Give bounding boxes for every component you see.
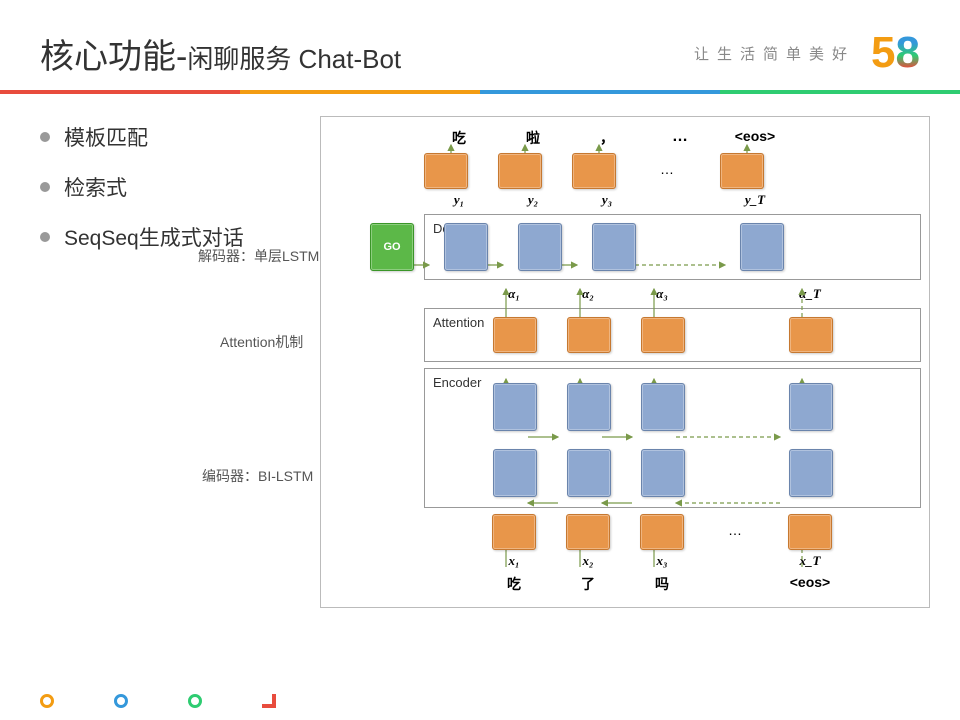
bullet-dot-icon <box>40 182 50 192</box>
encoder-side-label: 编码器：BI-LSTM <box>202 466 313 486</box>
circle-icon <box>40 694 54 708</box>
bullet-list: 模板匹配 检索式 SeqSeq生成式对话 <box>40 116 320 608</box>
x-label: x₂ <box>566 553 610 569</box>
input-token: 吃 <box>492 574 536 594</box>
y-label: y₁ <box>437 192 481 208</box>
decoder-cell <box>592 223 636 271</box>
alpha-label: α₃ <box>640 286 684 302</box>
x-node <box>492 514 536 550</box>
encoder-title: Encoder <box>433 375 481 390</box>
input-tokens-row: 吃 了 吗 <eos> <box>329 574 921 594</box>
circle-icon <box>114 694 128 708</box>
x-node <box>788 514 832 550</box>
encoder-cell <box>567 383 611 431</box>
alpha-label: α₂ <box>566 286 610 302</box>
y-node <box>424 153 468 189</box>
decoder-cell <box>740 223 784 271</box>
encoder-cell <box>641 449 685 497</box>
encoder-cell <box>493 383 537 431</box>
encoder-cell <box>641 383 685 431</box>
attention-title: Attention <box>433 315 484 330</box>
decoder-box: Decoder GO <box>424 214 921 280</box>
encoder-cell <box>567 449 611 497</box>
title: 核心功能-闲聊服务 Chat-Bot <box>40 29 401 78</box>
color-bar <box>0 90 960 94</box>
logo-8: 8 <box>896 28 920 78</box>
bullet-item: 检索式 <box>40 172 320 202</box>
attention-cell <box>789 317 833 353</box>
alpha-label: α_T <box>788 286 832 302</box>
tagline: 让生活简单美好 <box>694 43 855 64</box>
input-token: <eos> <box>788 574 832 594</box>
y-label: y₂ <box>511 192 555 208</box>
y-node <box>720 153 764 189</box>
bullet-dot-icon <box>40 232 50 242</box>
ellipsis: … <box>714 514 758 550</box>
x-node <box>640 514 684 550</box>
decoder-side-label: 解码器：单层LSTM <box>198 246 319 266</box>
go-node: GO <box>370 223 414 271</box>
encoder-box: Encoder <box>424 368 921 508</box>
logo-5: 5 <box>871 28 895 78</box>
corner-icon <box>262 694 276 708</box>
output-token: <eos> <box>733 128 777 148</box>
title-main: 核心功能- <box>40 38 187 76</box>
x-nodes-row: … <box>329 514 921 550</box>
y-label: y_T <box>733 192 777 208</box>
input-token: 吗 <box>640 574 684 594</box>
decoder-cell <box>444 223 488 271</box>
attention-box: Attention <box>424 308 921 362</box>
title-sub: 闲聊服务 Chat-Bot <box>187 44 401 74</box>
output-tokens-row: 吃 啦 ， … <eos> <box>329 128 921 148</box>
alpha-label: α₁ <box>492 286 536 302</box>
y-node <box>498 153 542 189</box>
bullet-text: 检索式 <box>64 172 127 202</box>
y-node <box>572 153 616 189</box>
attention-cell <box>641 317 685 353</box>
encoder-cell <box>789 449 833 497</box>
encoder-cell <box>493 449 537 497</box>
y-nodes-row: … <box>329 153 921 189</box>
output-token: … <box>659 128 703 148</box>
output-token: ， <box>585 128 629 148</box>
output-token: 吃 <box>437 128 481 148</box>
footer-icons <box>40 694 276 708</box>
attention-side-label: Attention机制 <box>220 332 303 352</box>
x-label: x₃ <box>640 553 684 569</box>
output-token: 啦 <box>511 128 555 148</box>
logo-58: 5 8 <box>871 28 920 78</box>
seq2seq-diagram: 解码器：单层LSTM Attention机制 编码器：BI-LSTM 吃 啦 ，… <box>320 116 930 608</box>
circle-icon <box>188 694 202 708</box>
x-node <box>566 514 610 550</box>
input-token: 了 <box>566 574 610 594</box>
x-label: x₁ <box>492 553 536 569</box>
bullet-item: 模板匹配 <box>40 122 320 152</box>
ellipsis: … <box>646 153 690 189</box>
bullet-dot-icon <box>40 132 50 142</box>
attention-cell <box>567 317 611 353</box>
decoder-cell <box>518 223 562 271</box>
slide-header: 核心功能-闲聊服务 Chat-Bot 让生活简单美好 5 8 <box>0 0 960 90</box>
y-label: y₃ <box>585 192 629 208</box>
bullet-text: 模板匹配 <box>64 122 148 152</box>
attention-cell <box>493 317 537 353</box>
x-label: x_T <box>788 553 832 569</box>
encoder-cell <box>789 383 833 431</box>
